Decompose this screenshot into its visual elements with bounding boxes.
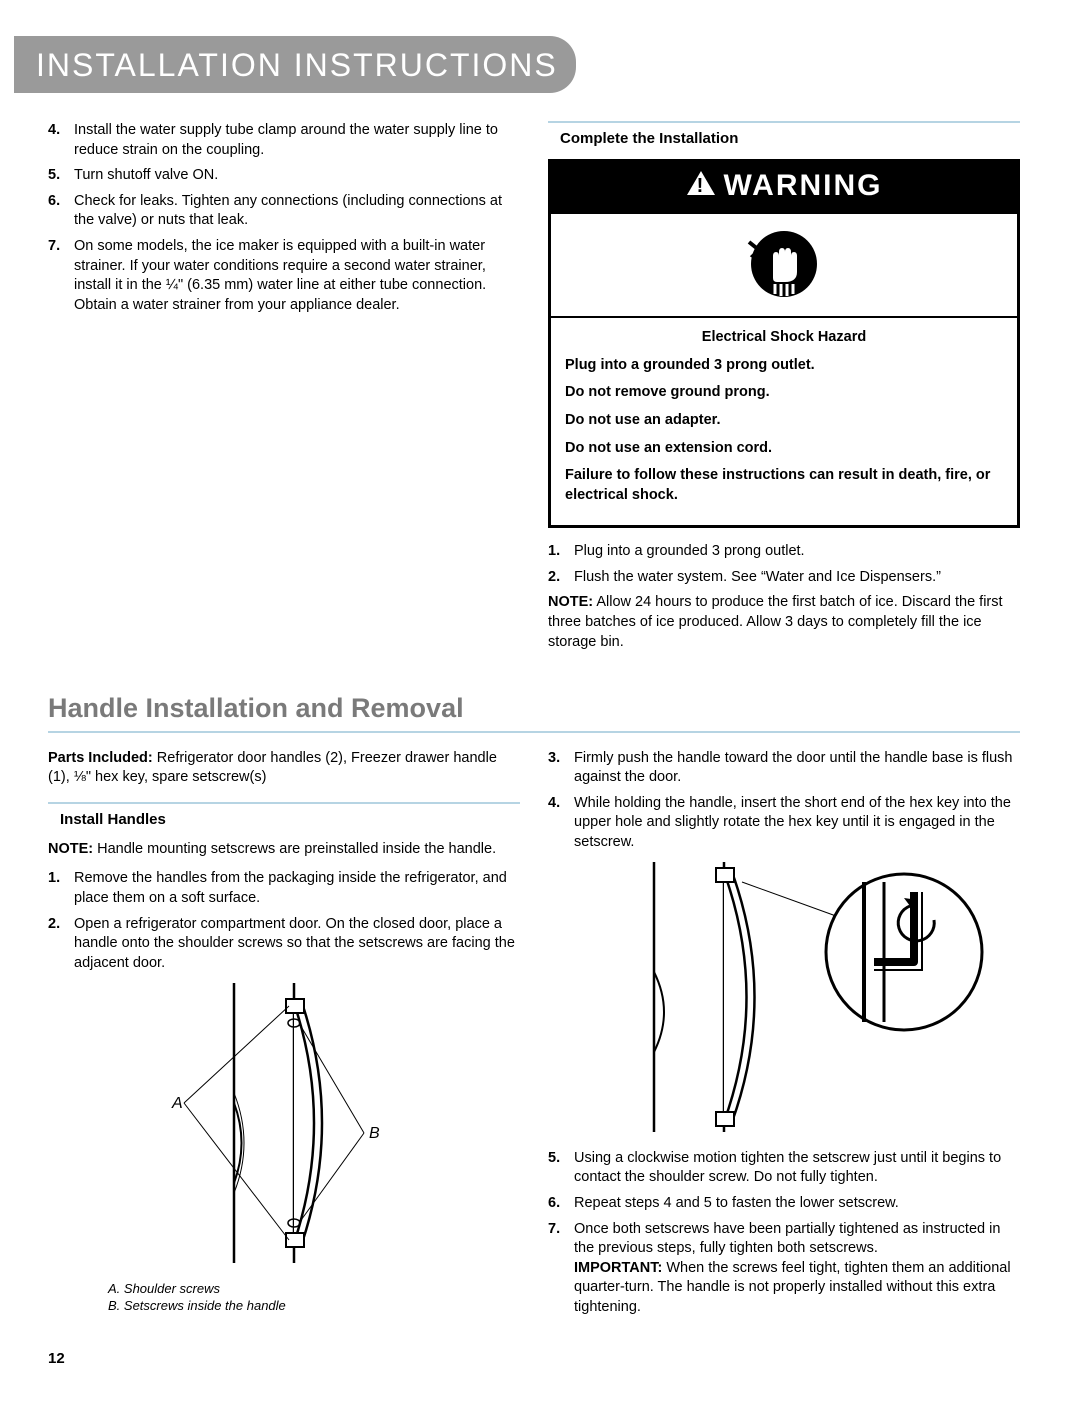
list-num: 6. [548,1194,574,1214]
parts-included: Parts Included: Refrigerator door handle… [48,749,520,788]
warning-line: Failure to follow these instructions can… [565,466,1003,505]
subhead-rule [548,121,1020,123]
list-num: 7. [48,237,74,315]
list-text: Firmly push the handle toward the door u… [574,749,1020,788]
section-rule [48,731,1020,733]
section-title: Handle Installation and Removal [48,690,1020,726]
list-item: 2.Flush the water system. See “Water and… [548,568,1020,588]
page-number: 12 [48,1349,1080,1369]
warning-icon-row [551,214,1017,319]
svg-text:B: B [369,1125,380,1142]
warning-line: Do not use an extension cord. [565,439,1003,459]
list-num: 5. [548,1149,574,1188]
list-text: Turn shutoff valve ON. [74,166,520,186]
handle-steps-3-4: 3.Firmly push the handle toward the door… [548,749,1020,853]
page-header-banner: INSTALLATION INSTRUCTIONS [14,36,576,93]
handle-section: Handle Installation and Removal Parts In… [0,690,1080,1323]
page: INSTALLATION INSTRUCTIONS 4.Install the … [0,0,1080,1410]
install-handles-steps: 1.Remove the handles from the packaging … [48,869,520,973]
list-text: Using a clockwise motion tighten the set… [574,1149,1020,1188]
handle-figure-2 [548,862,1020,1139]
figcap-b: B. Setscrews inside the handle [108,1297,520,1315]
warning-triangle-icon: ! [686,167,716,208]
list-num: 3. [548,749,574,788]
list-text: Check for leaks. Tighten any connections… [74,192,520,231]
figcap-a: A. Shoulder screws [108,1280,520,1298]
list-text: Remove the handles from the packaging in… [74,869,520,908]
list-text: Once both setscrews have been partially … [574,1220,1020,1318]
list-item: 6.Repeat steps 4 and 5 to fasten the low… [548,1194,1020,1214]
list-text: Repeat steps 4 and 5 to fasten the lower… [574,1194,1020,1214]
list-text: On some models, the ice maker is equippe… [74,237,520,315]
list-item: 4.Install the water supply tube clamp ar… [48,121,520,160]
note-label: NOTE: [48,841,93,857]
important-label: IMPORTANT: [574,1260,662,1276]
list-text: While holding the handle, insert the sho… [574,794,1020,853]
list-num: 5. [48,166,74,186]
note-text: Handle mounting setscrews are preinstall… [93,841,496,857]
list-item: 1.Plug into a grounded 3 prong outlet. [548,542,1020,562]
list-text: Plug into a grounded 3 prong outlet. [574,542,1020,562]
complete-install-steps: 1.Plug into a grounded 3 prong outlet. 2… [548,542,1020,587]
list-item: 2.Open a refrigerator compartment door. … [48,915,520,974]
list-text: Install the water supply tube clamp arou… [74,121,520,160]
list-item: 7.On some models, the ice maker is equip… [48,237,520,315]
list-num: 1. [548,542,574,562]
note-label: NOTE: [548,594,593,610]
note-para: NOTE: Allow 24 hours to produce the firs… [548,593,1020,652]
list-num: 6. [48,192,74,231]
svg-text:A: A [171,1095,183,1112]
svg-text:!: ! [696,175,705,196]
water-supply-steps: 4.Install the water supply tube clamp ar… [48,121,520,315]
left-top-col: 4.Install the water supply tube clamp ar… [48,121,520,662]
warning-word: WARNING [724,169,883,202]
list-num: 4. [548,794,574,853]
handle-figure-1: A B [48,983,520,1270]
handle-left-col: Parts Included: Refrigerator door handle… [48,749,520,1324]
warning-title: ! WARNING [551,162,1017,213]
list-num: 7. [548,1220,574,1318]
list-item: 6.Check for leaks. Tighten any connectio… [48,192,520,231]
right-top-col: Complete the Installation ! WARNING [548,121,1020,662]
parts-label: Parts Included: [48,750,153,766]
warning-line: Plug into a grounded 3 prong outlet. [565,356,1003,376]
list-item: 5.Turn shutoff valve ON. [48,166,520,186]
list-num: 4. [48,121,74,160]
figure-caption: A. Shoulder screws B. Setscrews inside t… [108,1280,520,1315]
note-para: NOTE: Handle mounting setscrews are prei… [48,840,520,860]
list-text: Flush the water system. See “Water and I… [574,568,1020,588]
warning-body: Electrical Shock Hazard Plug into a grou… [551,318,1017,525]
list-num: 1. [48,869,74,908]
warning-box: ! WARNING [548,159,1020,528]
install-handles-subhead: Install Handles [48,810,520,830]
handle-right-col: 3.Firmly push the handle toward the door… [548,749,1020,1324]
list-num: 2. [548,568,574,588]
list-item: 7.Once both setscrews have been partiall… [548,1220,1020,1318]
top-columns: 4.Install the water supply tube clamp ar… [0,121,1080,662]
subhead-rule [48,802,520,804]
step7-text: Once both setscrews have been partially … [574,1221,1000,1257]
list-item: 3.Firmly push the handle toward the door… [548,749,1020,788]
complete-install-subhead: Complete the Installation [548,129,1020,149]
warning-line: Do not remove ground prong. [565,383,1003,403]
handle-steps-5-7: 5.Using a clockwise motion tighten the s… [548,1149,1020,1318]
warning-line: Do not use an adapter. [565,411,1003,431]
list-item: 4.While holding the handle, insert the s… [548,794,1020,853]
list-item: 5.Using a clockwise motion tighten the s… [548,1149,1020,1188]
list-text: Open a refrigerator compartment door. On… [74,915,520,974]
shock-hand-icon [739,288,829,304]
list-num: 2. [48,915,74,974]
warning-hazard: Electrical Shock Hazard [565,328,1003,348]
list-item: 1.Remove the handles from the packaging … [48,869,520,908]
note-text: Allow 24 hours to produce the first batc… [548,594,1003,649]
